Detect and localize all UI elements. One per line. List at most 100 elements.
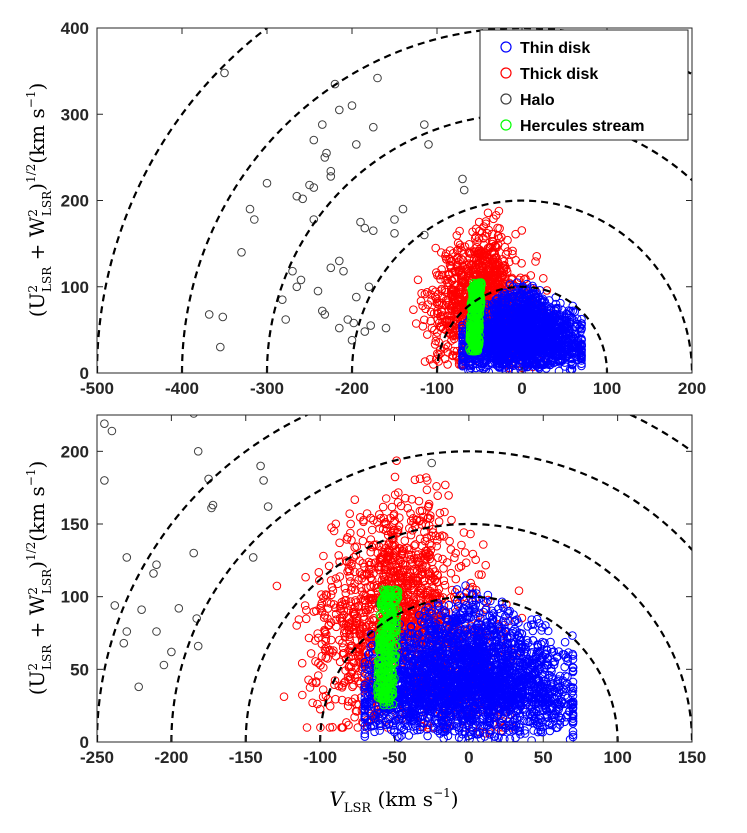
- thick-disk-point: [432, 332, 441, 341]
- thick-disk-point: [369, 540, 379, 550]
- thick-disk-point: [378, 524, 388, 534]
- halo-point: [237, 248, 246, 257]
- x-tick-label: -200: [335, 379, 369, 398]
- thin-disk-point: [501, 304, 510, 313]
- halo-point: [189, 548, 198, 558]
- halo-point: [424, 140, 433, 149]
- thick-disk-point: [361, 607, 371, 617]
- toomre-circle-100: [435, 285, 609, 373]
- thick-disk-point: [344, 652, 353, 662]
- thick-disk-point: [420, 289, 430, 299]
- thick-disk-point: [396, 501, 406, 511]
- thick-disk-point: [427, 541, 436, 550]
- thick-disk-point: [315, 704, 325, 714]
- thick-disk-point: [400, 536, 410, 546]
- thick-disk-point: [438, 311, 447, 320]
- hercules-stream-point: [470, 280, 480, 289]
- thin-disk-point: [570, 307, 580, 317]
- thick-disk-point: [409, 305, 418, 315]
- thick-disk-point: [314, 633, 323, 643]
- thick-disk-point: [313, 699, 322, 709]
- thick-disk-point: [490, 241, 500, 250]
- thick-disk-point: [294, 615, 304, 624]
- hercules-stream-point: [476, 280, 486, 289]
- thick-disk-point: [426, 316, 436, 326]
- halo-point: [335, 256, 344, 266]
- thick-disk-point: [415, 474, 425, 484]
- thick-disk-point: [345, 509, 355, 519]
- thick-disk-point: [376, 513, 386, 523]
- thick-disk-point: [437, 286, 446, 295]
- thick-disk-point: [314, 658, 323, 668]
- halo-point: [381, 323, 391, 333]
- thick-disk-point: [349, 680, 358, 690]
- thin-disk-point: [517, 323, 526, 332]
- thin-disk-point: [512, 306, 521, 316]
- thick-disk-point: [319, 551, 328, 561]
- thick-disk-point: [344, 625, 354, 635]
- thick-disk-point: [369, 616, 379, 625]
- thin-disk-point: [570, 329, 579, 339]
- thin-disk-point: [509, 326, 519, 336]
- thin-disk-point: [504, 309, 513, 319]
- thick-disk-point: [351, 618, 361, 628]
- x-tick-label: -100: [420, 379, 454, 398]
- thick-disk-point: [460, 242, 470, 251]
- thick-disk-point: [532, 251, 542, 261]
- thick-disk-point: [297, 658, 307, 668]
- thick-disk-point: [316, 601, 326, 611]
- halo-point: [326, 263, 336, 273]
- thick-disk-point: [476, 247, 486, 257]
- thick-disk-point: [320, 627, 330, 636]
- thick-disk-point: [322, 598, 332, 607]
- thick-disk-point: [292, 621, 302, 630]
- thick-disk-point: [340, 633, 350, 642]
- thick-disk-point: [425, 605, 434, 614]
- halo-point: [347, 101, 357, 110]
- thin-disk-point: [523, 315, 533, 324]
- thick-disk-point: [488, 255, 498, 264]
- thick-disk-point: [352, 700, 361, 709]
- halo-point: [137, 605, 146, 615]
- thick-disk-point: [333, 579, 343, 589]
- thin-disk-point: [536, 325, 546, 334]
- halo-point: [364, 282, 374, 292]
- thick-disk-point: [421, 569, 430, 578]
- hercules-stream-point: [473, 326, 483, 336]
- thick-disk-point: [338, 638, 347, 648]
- thin-disk-point: [477, 361, 487, 371]
- halo-point: [193, 641, 203, 651]
- thick-disk-point: [477, 570, 486, 580]
- thick-disk-point: [350, 567, 359, 577]
- halo-point: [320, 153, 330, 162]
- halo-point: [256, 461, 265, 471]
- thick-disk-point: [503, 247, 513, 256]
- thick-disk-point: [412, 515, 421, 525]
- thin-disk-point: [528, 358, 538, 367]
- thick-disk-point: [446, 568, 456, 578]
- thin-disk-point: [508, 294, 518, 303]
- thick-disk-point: [438, 531, 447, 540]
- thin-disk-point: [484, 335, 493, 345]
- thick-disk-point: [430, 575, 440, 584]
- thick-disk-point: [434, 271, 444, 280]
- x-tick-label: 100: [593, 379, 621, 398]
- thin-disk-point: [572, 347, 582, 357]
- thin-disk-point: [515, 356, 525, 365]
- thick-disk-point: [418, 301, 427, 311]
- thin-disk-point: [559, 350, 568, 359]
- thin-disk-point: [501, 291, 511, 300]
- thick-disk-point: [348, 682, 357, 692]
- thin-disk-point: [534, 300, 543, 310]
- thick-disk-point: [432, 268, 441, 277]
- thin-disk-point: [546, 313, 556, 323]
- thick-disk-point: [482, 253, 492, 262]
- thick-disk-point: [394, 559, 404, 568]
- thick-disk-point: [390, 472, 400, 482]
- thick-disk-point: [279, 692, 289, 702]
- thick-disk-point: [305, 683, 315, 692]
- thick-disk-point: [381, 519, 391, 529]
- thick-disk-point: [381, 494, 391, 503]
- thick-disk-point: [455, 226, 464, 236]
- hercules-stream-point: [466, 346, 475, 356]
